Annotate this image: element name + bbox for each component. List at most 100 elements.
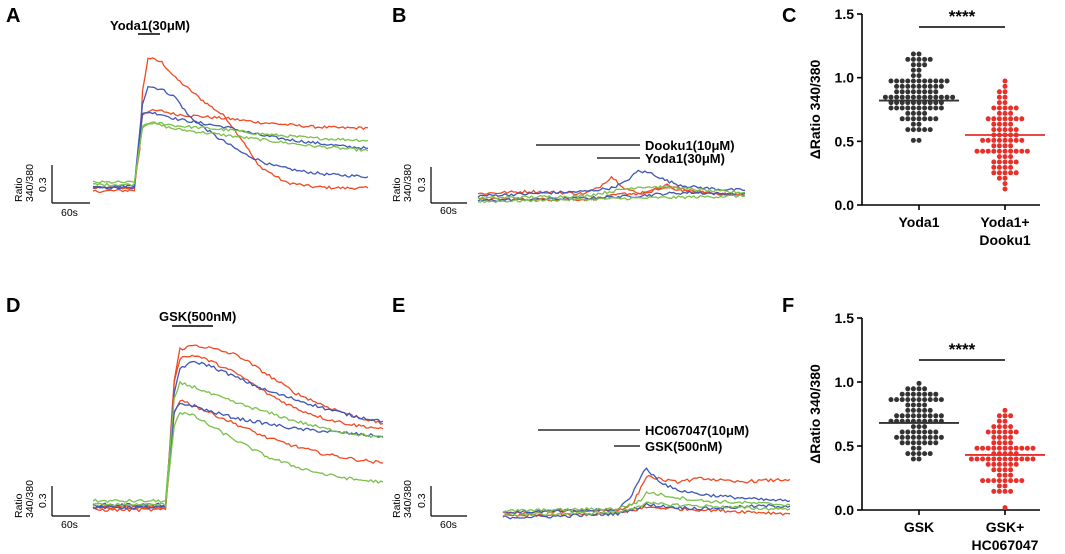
- data-point: [910, 110, 916, 116]
- data-point: [991, 467, 997, 473]
- data-point: [922, 83, 928, 89]
- data-point: [905, 413, 911, 419]
- data-point: [899, 105, 905, 111]
- panel-letter-e: E: [392, 295, 405, 317]
- data-point: [922, 78, 928, 84]
- data-point: [927, 397, 933, 403]
- data-point: [894, 105, 900, 111]
- data-point: [1002, 467, 1008, 473]
- traces-d: [92, 344, 384, 513]
- trace-blue-2: [92, 402, 384, 510]
- data-point: [922, 391, 928, 397]
- data-point: [1002, 164, 1008, 170]
- data-point: [916, 391, 922, 397]
- data-point: [1002, 143, 1008, 149]
- data-point: [899, 434, 905, 440]
- data-point: [938, 397, 944, 403]
- data-point: [905, 83, 911, 89]
- data-point: [933, 83, 939, 89]
- data-point: [894, 83, 900, 89]
- data-point: [996, 434, 1002, 440]
- data-point: [916, 89, 922, 95]
- data-point: [894, 413, 900, 419]
- scale-bar-b: [430, 167, 467, 204]
- data-point: [996, 472, 1002, 478]
- data-point: [996, 424, 1002, 430]
- data-point: [905, 89, 911, 95]
- data-point: [950, 94, 956, 100]
- data-point: [922, 440, 928, 446]
- data-point: [974, 456, 980, 462]
- panel-letter-b: B: [392, 5, 406, 27]
- data-point: [899, 83, 905, 89]
- data-point: [1013, 105, 1019, 111]
- panel-b: Dooku1(10μM) Yoda1(30μM) Ratio 340/380 0…: [391, 138, 746, 217]
- data-point: [996, 461, 1002, 467]
- data-point: [922, 413, 928, 419]
- data-point: [916, 78, 922, 84]
- data-point: [1002, 159, 1008, 165]
- data-point: [1002, 429, 1008, 435]
- data-point: [1002, 505, 1008, 511]
- scale-bar-e: [430, 486, 467, 517]
- data-point: [996, 413, 1002, 419]
- stimulus-label-gsk: GSK(500nM): [645, 439, 722, 454]
- data-point: [910, 429, 916, 435]
- data-point: [916, 397, 922, 403]
- data-point: [916, 445, 922, 451]
- data-point: [927, 105, 933, 111]
- data-point: [1002, 94, 1008, 100]
- trace-orange-3: [92, 399, 384, 513]
- data-point: [1008, 472, 1014, 478]
- data-point: [905, 78, 911, 84]
- data-point: [980, 137, 986, 143]
- data-point: [1002, 440, 1008, 446]
- significance-stars: ****: [949, 340, 976, 359]
- data-point: [1002, 83, 1008, 89]
- trace-green-1: [92, 380, 384, 504]
- data-point: [927, 440, 933, 446]
- data-point: [1008, 445, 1014, 451]
- trace-green-1: [92, 121, 369, 187]
- data-point: [1008, 413, 1014, 419]
- data-point: [910, 116, 916, 122]
- data-point: [927, 56, 933, 62]
- data-point: [922, 424, 928, 430]
- data-point: [980, 148, 986, 154]
- data-point: [922, 407, 928, 413]
- data-point: [894, 94, 900, 100]
- data-point: [899, 429, 905, 435]
- data-point: [905, 429, 911, 435]
- scale-y-label-units: 340/380: [24, 164, 36, 202]
- y-tick-label: 0.0: [835, 502, 855, 518]
- data-point: [910, 391, 916, 397]
- data-point: [894, 78, 900, 84]
- data-point: [1002, 170, 1008, 176]
- trace-green-1: [502, 490, 791, 513]
- y-tick-label: 0.0: [835, 197, 855, 213]
- data-point: [1013, 478, 1019, 484]
- data-point: [1008, 440, 1014, 446]
- trace-orange-2: [502, 505, 791, 518]
- y-axis-label: ΔRatio 340/380: [807, 60, 823, 160]
- data-point: [888, 397, 894, 403]
- data-point: [910, 451, 916, 457]
- data-point: [1019, 478, 1025, 484]
- data-point: [985, 478, 991, 484]
- data-point: [894, 89, 900, 95]
- data-point: [996, 121, 1002, 127]
- trace-blue-1: [477, 169, 746, 198]
- trace-orange-1: [92, 57, 369, 191]
- data-point: [1002, 105, 1008, 111]
- data-point: [991, 170, 997, 176]
- data-point: [905, 397, 911, 403]
- data-point: [910, 424, 916, 430]
- data-point: [927, 78, 933, 84]
- data-point: [922, 127, 928, 133]
- trace-orange-1: [92, 344, 384, 510]
- traces-a: [92, 57, 369, 194]
- data-point: [905, 56, 911, 62]
- scale-time: 60s: [440, 519, 457, 531]
- data-point: [991, 424, 997, 430]
- data-point: [985, 148, 991, 154]
